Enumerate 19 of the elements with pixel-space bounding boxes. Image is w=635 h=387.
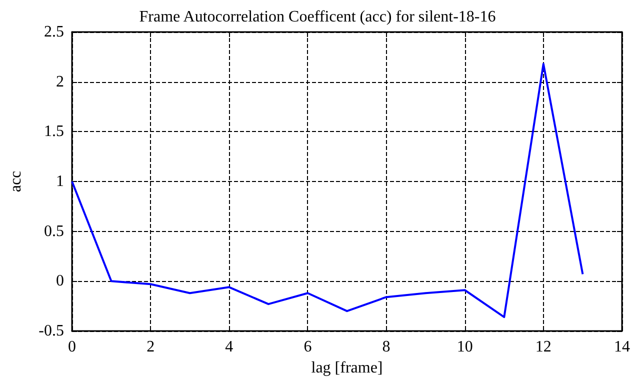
y-tick-label: 0.5 xyxy=(44,222,64,240)
y-tick-label: -0.5 xyxy=(38,322,64,340)
y-tick-label: 1 xyxy=(56,173,64,190)
y-tick-label: 1.5 xyxy=(44,123,64,140)
x-tick-label: 4 xyxy=(225,338,234,356)
line-series xyxy=(71,62,584,318)
chart-title: Frame Autocorrelation Coefficent (acc) for silent-18-16 xyxy=(139,8,496,26)
y-tick-label: 2.5 xyxy=(44,24,64,40)
x-tick-label: 2 xyxy=(146,338,155,356)
x-tick-label: 8 xyxy=(382,338,390,356)
x-axis-title: lag [frame] xyxy=(311,359,383,376)
y-tick-label: 0 xyxy=(56,272,64,290)
x-tick-label: 10 xyxy=(456,338,473,356)
x-tick-label: 6 xyxy=(304,338,312,356)
x-tick-label: 14 xyxy=(614,338,630,356)
y-axis-title: acc xyxy=(8,170,24,192)
x-tick-label: 12 xyxy=(535,338,552,356)
x-tick-label: 0 xyxy=(68,338,76,356)
y-tick-label: 2 xyxy=(56,73,64,90)
